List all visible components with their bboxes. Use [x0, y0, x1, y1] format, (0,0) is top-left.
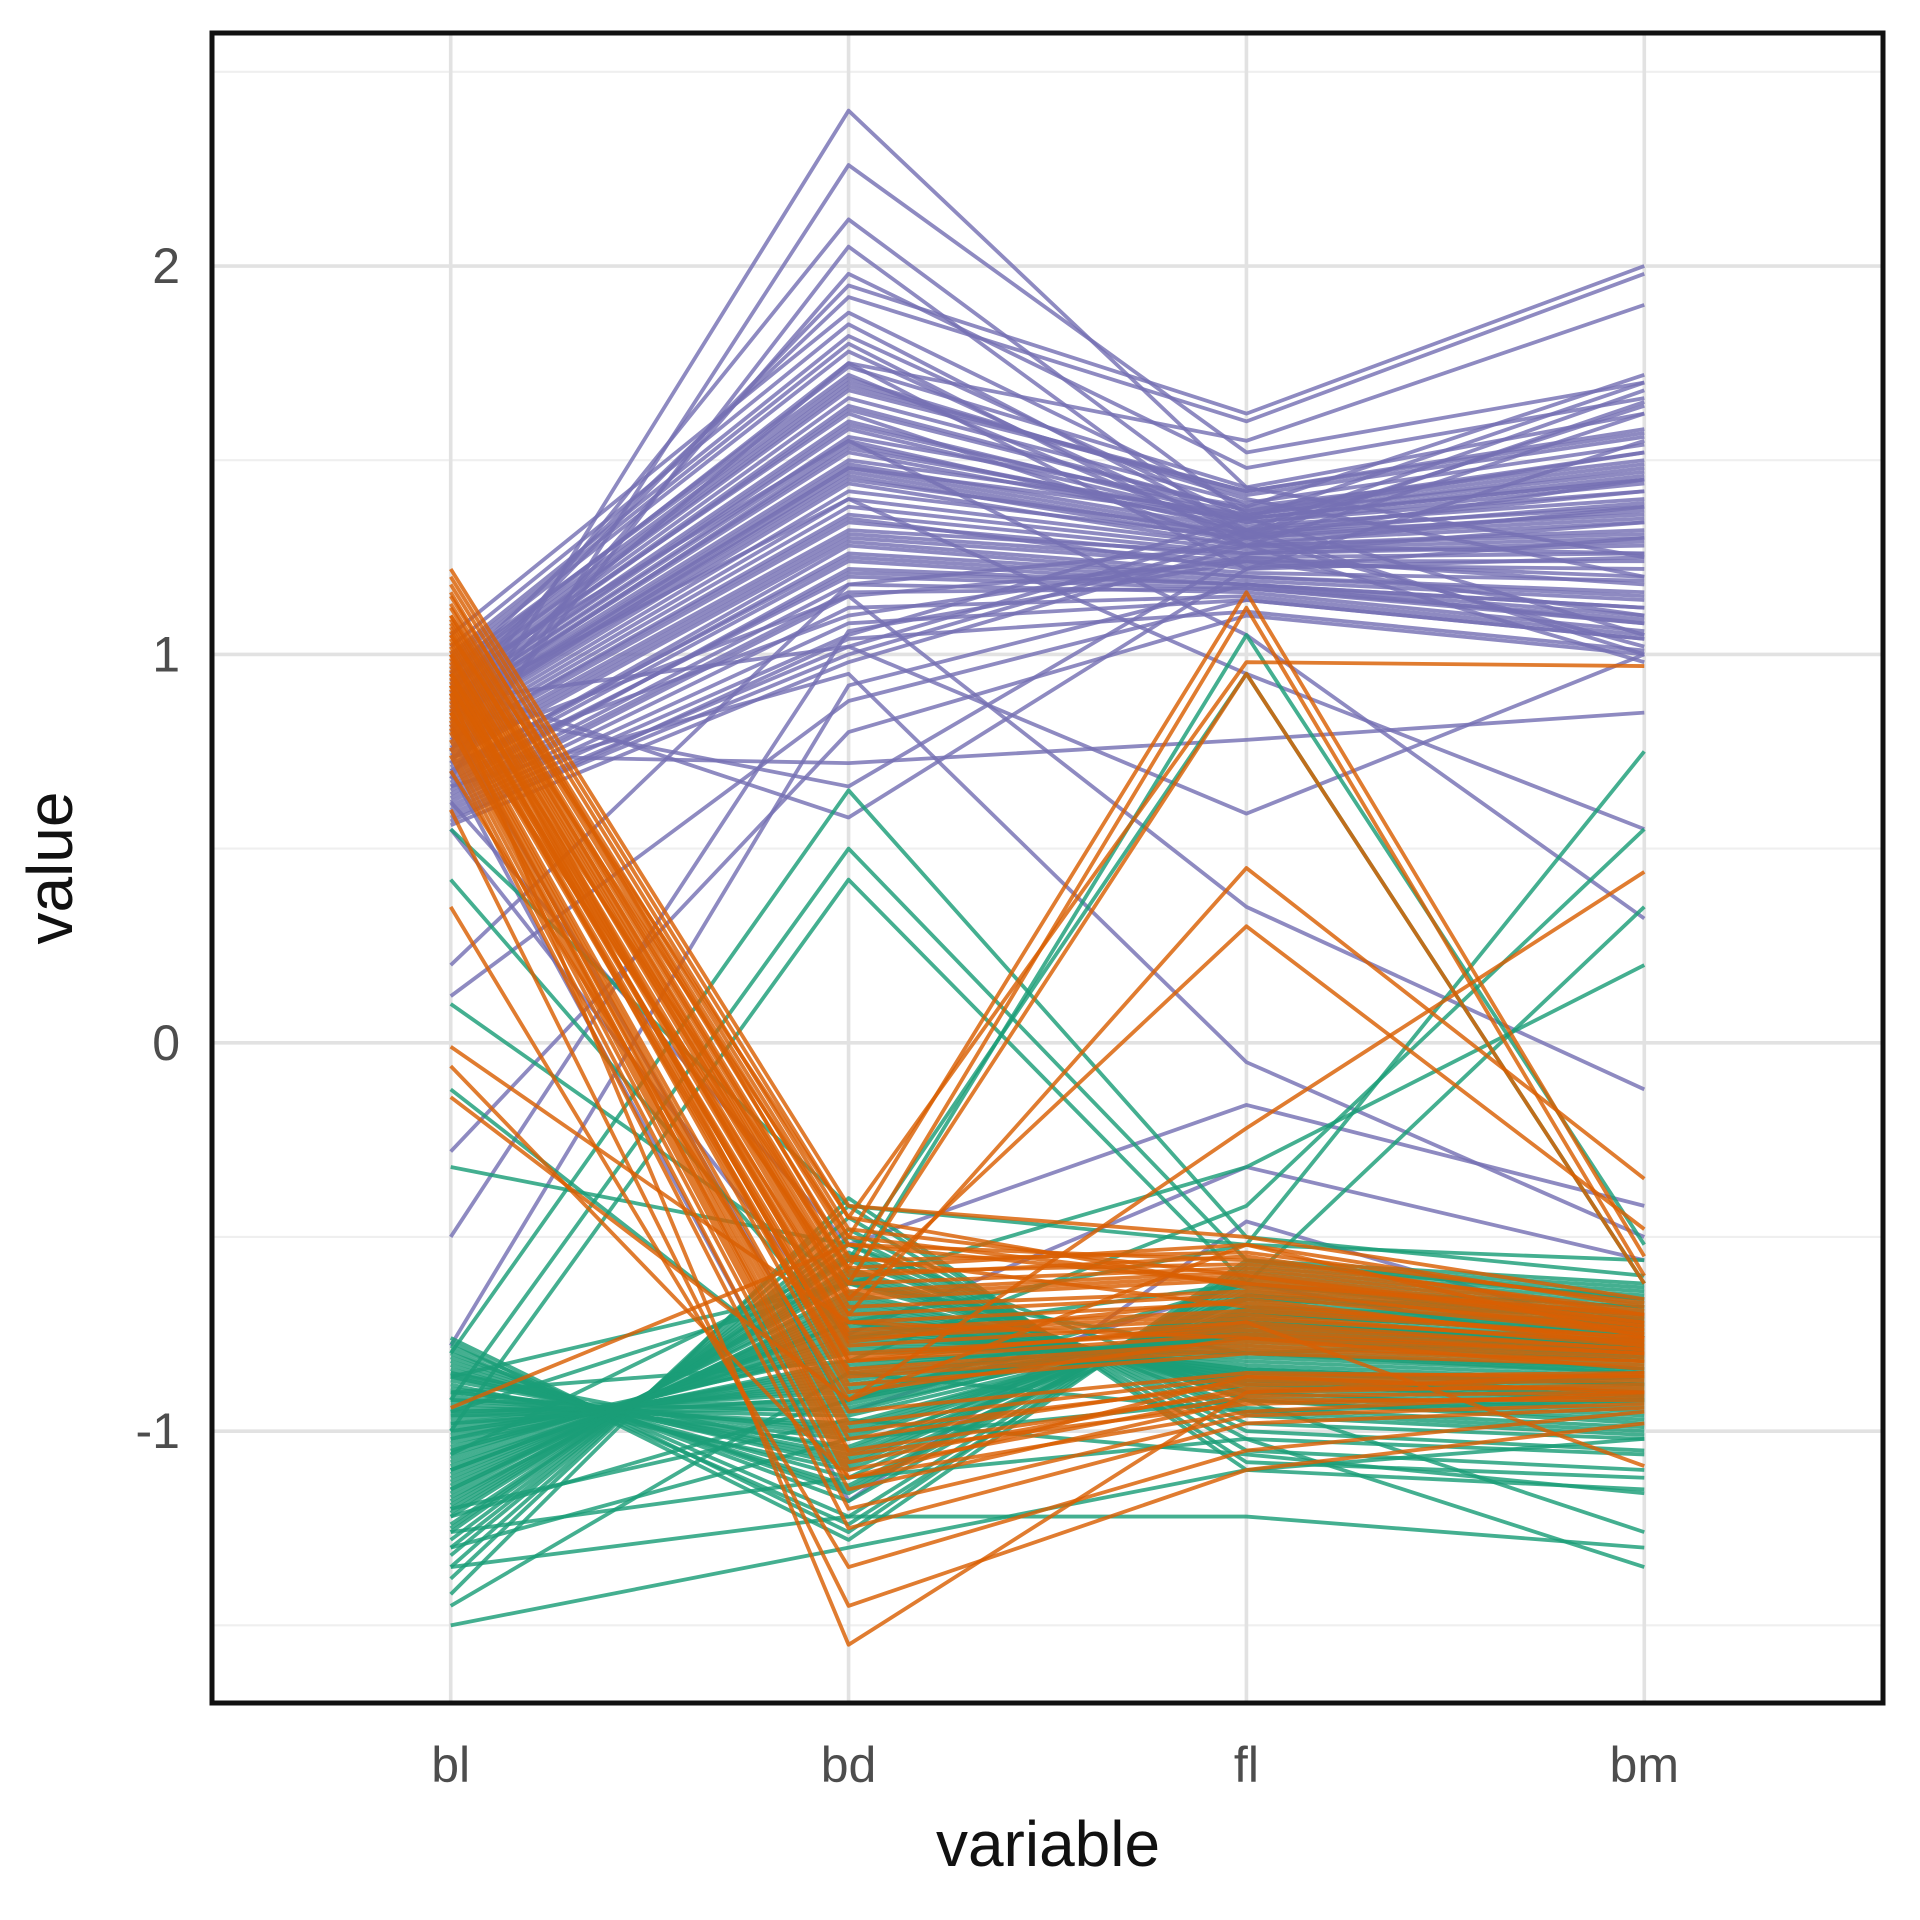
- parcoord-line: [449, 497, 1645, 734]
- parcoord-line: [450, 1514, 1645, 1569]
- parcoord-line: [449, 504, 1645, 738]
- orange-group: [448, 567, 1646, 1647]
- parcoord-line: [449, 438, 1646, 921]
- parcoord-line: [449, 543, 1645, 967]
- y-tick-label: -1: [136, 1403, 180, 1459]
- parcoord-line: [450, 1308, 1645, 1437]
- parcoord-line: [449, 575, 1645, 1336]
- y-tick-label: 1: [152, 626, 180, 682]
- parcoord-line: [449, 458, 1645, 711]
- parcoord-line: [449, 1270, 1645, 1527]
- purple-group: [449, 108, 1646, 1503]
- axis-tick-labels: 2 1 0 -1 bl bd fl bm: [136, 238, 1679, 1793]
- parcoord-line: [449, 217, 1645, 714]
- parcoord-line: [449, 272, 1645, 676]
- parcoord-line: [449, 672, 1645, 1468]
- parcoord-line: [449, 163, 1645, 780]
- parcoord-line: [450, 671, 1646, 1239]
- parcoord-line: [449, 614, 1645, 1220]
- parcoord-line: [450, 1417, 1645, 1511]
- parcoord-line: [449, 808, 1645, 1608]
- parcoord-line: [450, 1398, 1645, 1550]
- parcoord-line: [449, 746, 1645, 1511]
- parcoord-line: [450, 963, 1646, 1379]
- parcoord-line: [449, 567, 1645, 1301]
- parcoord-line: [449, 466, 1645, 719]
- parcoord-line: [448, 692, 1645, 1647]
- parcoord-line: [450, 1297, 1645, 1461]
- parcoord-line: [449, 668, 1645, 1344]
- parcoord-line: [449, 703, 1645, 1426]
- parcoord-line: [449, 108, 1645, 753]
- parcoord-line: [449, 559, 1645, 777]
- parcoord-line: [449, 684, 1645, 1395]
- y-axis-title: value: [14, 792, 86, 945]
- y-tick-label: 2: [152, 238, 180, 294]
- parcoord-line: [449, 769, 1646, 1402]
- parcoord-line: [449, 396, 1645, 688]
- parcoord-line: [450, 520, 1645, 789]
- parcoord-line: [449, 590, 1646, 1258]
- parcoord-line: [449, 532, 1645, 754]
- parcoord-line: [449, 497, 1645, 831]
- parcoord-line: [449, 598, 1645, 998]
- parcoord-line: [449, 303, 1645, 703]
- parcoord-line: [449, 653, 1646, 1301]
- parcoord-line: [450, 827, 1646, 1395]
- parcoord-line: [449, 512, 1645, 742]
- x-tick-label: bl: [431, 1737, 470, 1793]
- panel-border: [209, 30, 1886, 1706]
- parcoord-line: [449, 905, 1645, 1569]
- parcoord-line: [449, 754, 1645, 1531]
- parcoord-line: [449, 1064, 1645, 1480]
- parcoord-line: [449, 1095, 1645, 1402]
- parcoord-line: [449, 570, 1645, 785]
- parcoord-line: [449, 469, 1645, 723]
- parcoord-line: [449, 407, 1645, 691]
- parcoord-line: [449, 688, 1645, 1371]
- x-tick-label: bd: [821, 1737, 877, 1793]
- parcoord-line: [449, 626, 1645, 1325]
- x-tick-label: fl: [1234, 1737, 1259, 1793]
- parcoord-line: [449, 543, 1645, 773]
- x-tick-label: bm: [1610, 1737, 1679, 1793]
- x-axis-title: variable: [936, 1808, 1160, 1880]
- parcoord-lines: [448, 108, 1646, 1647]
- parcoord-line: [449, 539, 1645, 761]
- parcoord-line: [449, 715, 1645, 1441]
- parcoord-line: [449, 684, 1646, 1317]
- parcoord-line: [449, 535, 1645, 758]
- y-tick-label: 0: [152, 1015, 180, 1071]
- parcoord-line: [449, 446, 1645, 707]
- parcoord-line: [449, 271, 1645, 734]
- parcoord-line: [450, 1437, 1645, 1569]
- parcoord-line: [449, 645, 1645, 1336]
- parcoord-line: [449, 264, 1645, 695]
- parcoord-line: [450, 535, 1645, 820]
- parcoord-line: [450, 710, 1645, 766]
- parcoord-line: [449, 1045, 1645, 1356]
- parcoord-line: [449, 591, 1645, 1305]
- parcoord-line: [449, 594, 1645, 804]
